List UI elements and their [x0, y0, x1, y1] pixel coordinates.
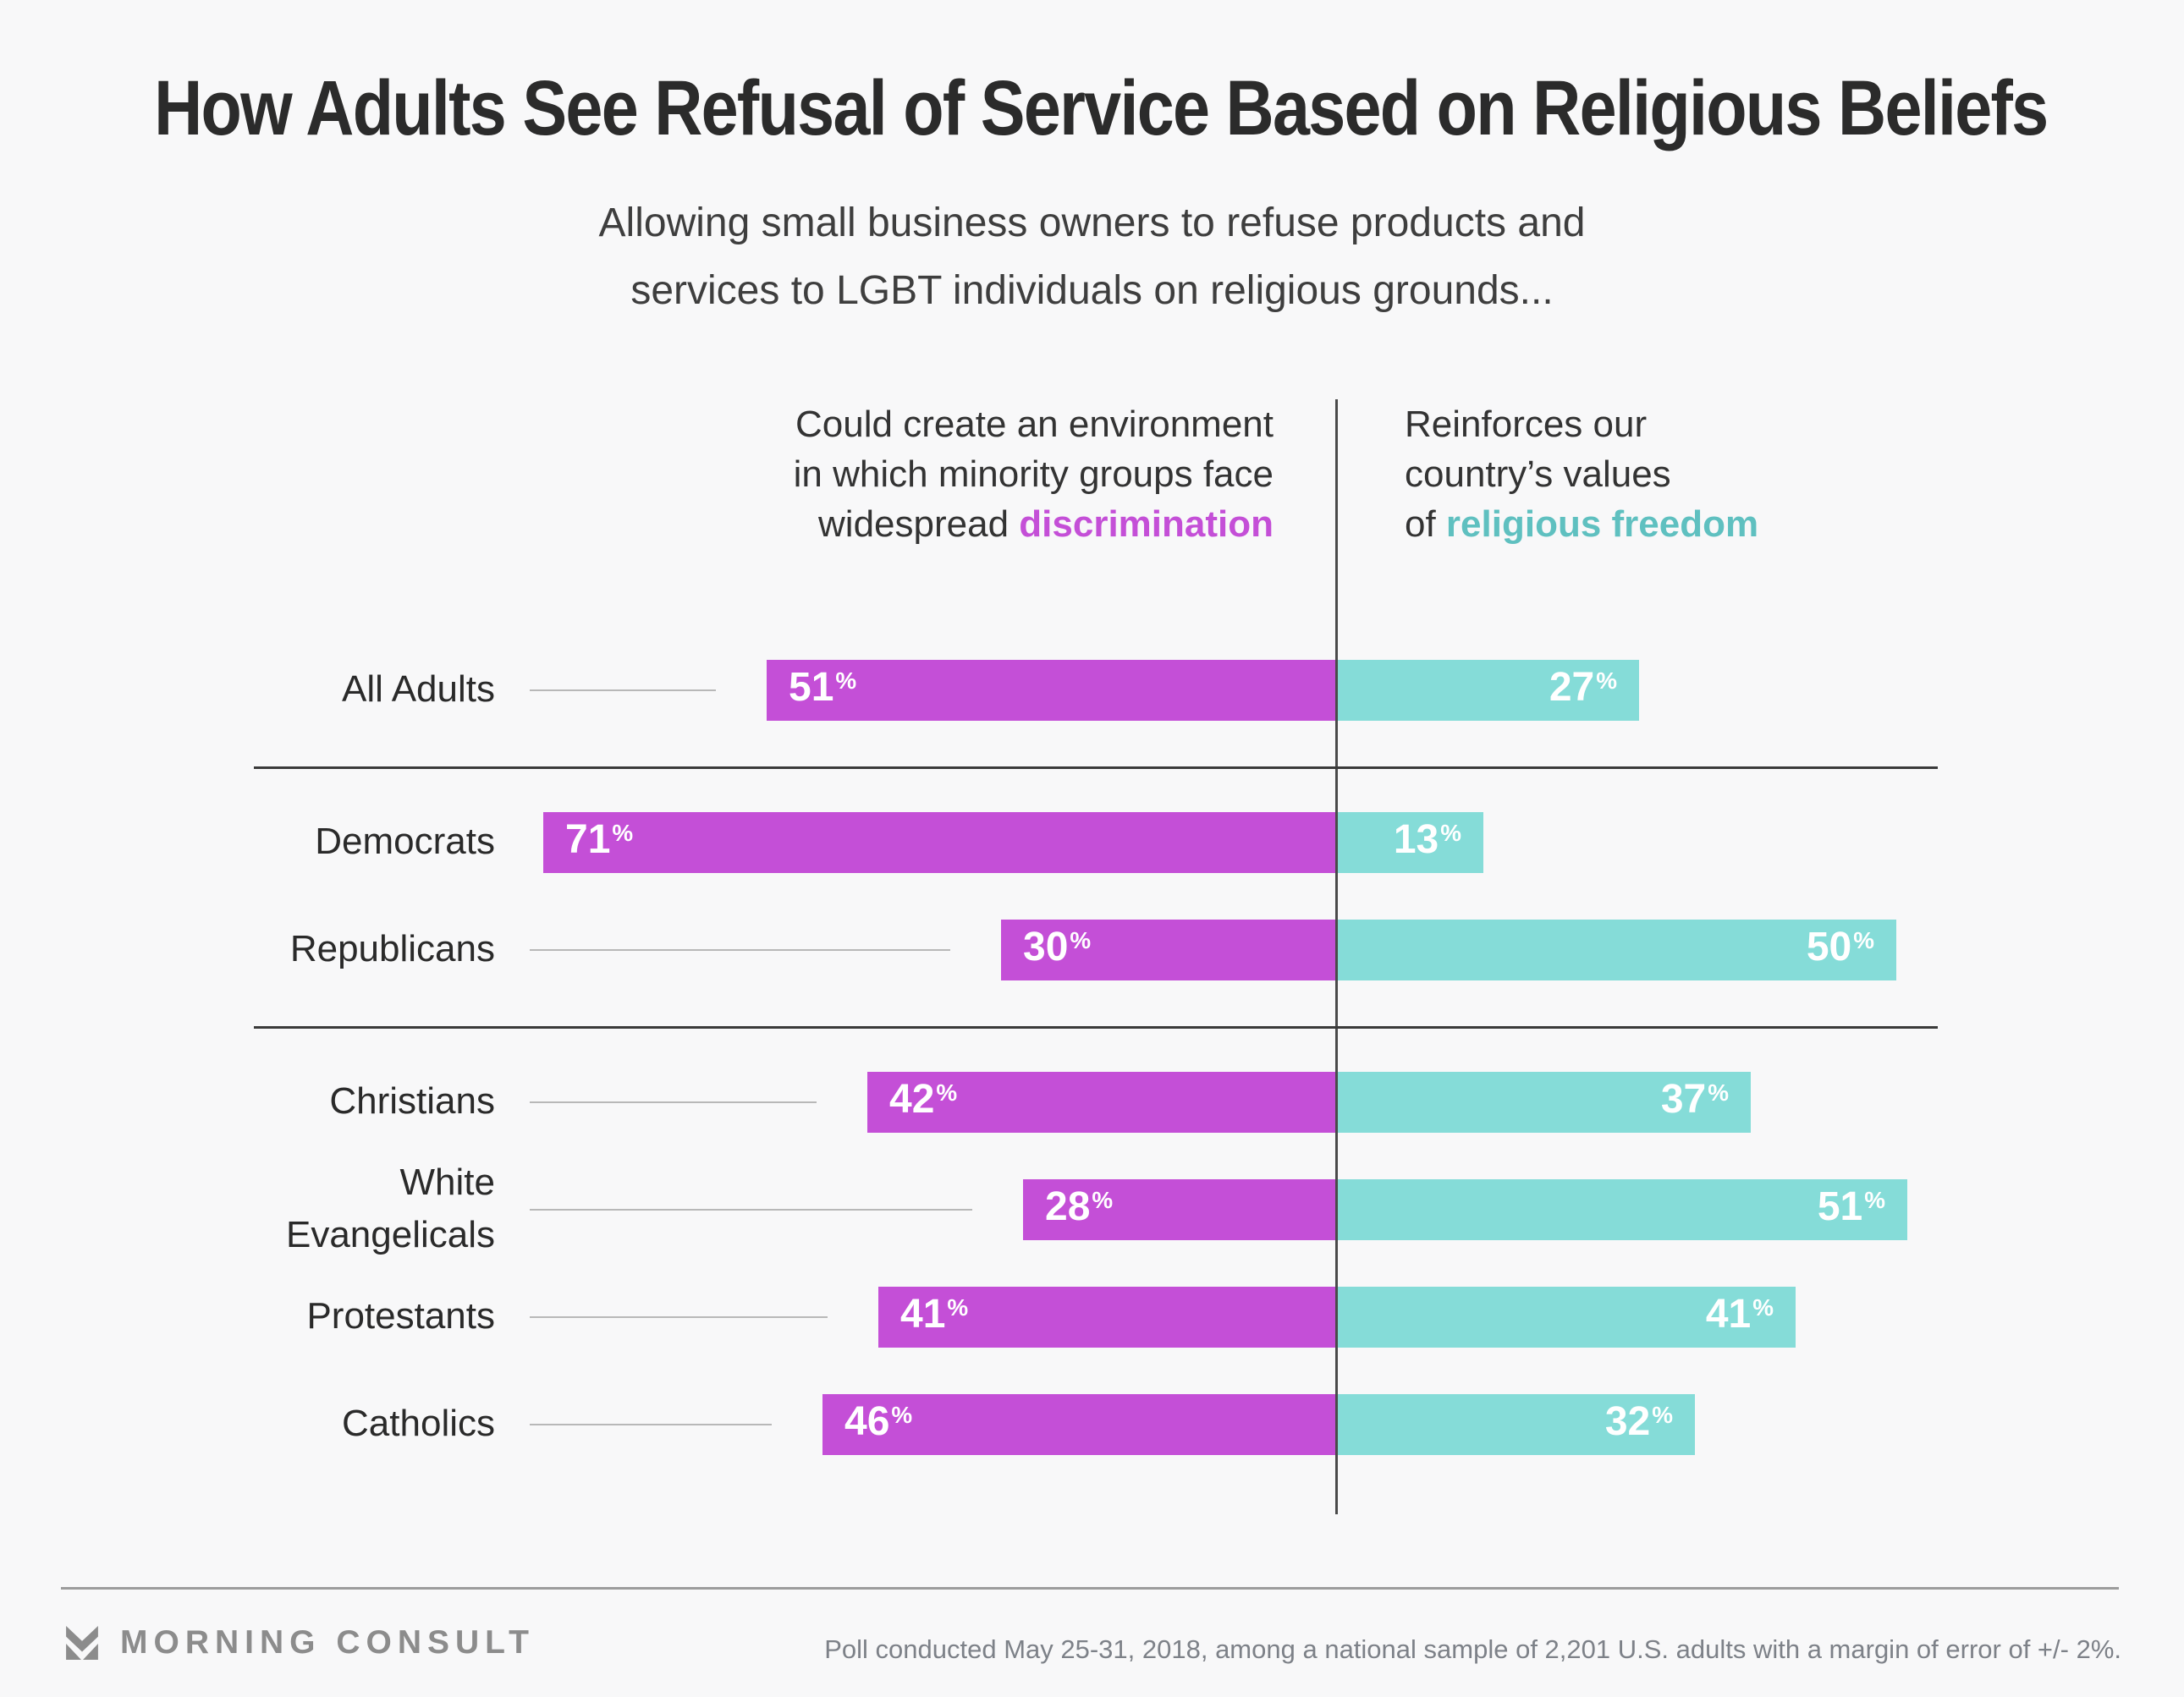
category-label-line: White — [399, 1162, 495, 1203]
bar-value: 13% — [1393, 817, 1461, 862]
bar-value: 71% — [565, 817, 634, 862]
category-label-line: All Adults — [342, 668, 495, 710]
bar-value: 27% — [1549, 665, 1617, 710]
category-label-line: Democrats — [315, 821, 495, 862]
percent-sign: % — [891, 1402, 913, 1429]
percent-sign: % — [1596, 667, 1617, 695]
bar-discrimination: 42% — [867, 1072, 1336, 1133]
bar-discrimination: 51% — [767, 660, 1336, 721]
morning-consult-brand: MORNING CONSULT — [64, 1624, 535, 1661]
page-subtitle: Allowing small business owners to refuse… — [0, 189, 2184, 325]
left-header-line-1: Could create an environment — [795, 404, 1274, 445]
percent-sign: % — [936, 1079, 958, 1107]
right-header-line-3: of religious freedom — [1405, 499, 1758, 549]
left-column-header: Could create an environment in which min… — [794, 399, 1274, 549]
bar-religious-freedom: 32% — [1338, 1394, 1695, 1455]
leader-line — [530, 1101, 817, 1103]
percent-sign: % — [947, 1294, 969, 1321]
religious-freedom-highlight: religious freedom — [1445, 503, 1759, 545]
bar-discrimination: 41% — [878, 1287, 1336, 1348]
category-label-line: Protestants — [306, 1295, 495, 1337]
bar-religious-freedom: 51% — [1338, 1179, 1907, 1240]
category-label: Democrats — [315, 816, 495, 868]
bar-discrimination: 46% — [822, 1394, 1336, 1455]
right-column-header: Reinforces our country’s values of relig… — [1405, 399, 1758, 549]
leader-line — [530, 1424, 772, 1425]
source-note: Poll conducted May 25-31, 2018, among a … — [824, 1634, 2121, 1664]
bar-religious-freedom: 41% — [1338, 1287, 1796, 1348]
percent-sign: % — [1853, 927, 1874, 954]
bar-religious-freedom: 50% — [1338, 920, 1896, 980]
percent-sign: % — [1864, 1187, 1885, 1214]
bar-value: 32% — [1604, 1399, 1673, 1444]
category-label-line: Evangelicals — [285, 1214, 495, 1255]
leader-line — [530, 689, 716, 691]
bar-value: 28% — [1045, 1184, 1114, 1229]
right-header-line-2: country’s values — [1405, 453, 1671, 495]
category-label-line: Christians — [329, 1080, 495, 1122]
percent-sign: % — [1752, 1294, 1774, 1321]
category-label: Catholics — [342, 1398, 495, 1450]
percent-sign: % — [1440, 820, 1461, 847]
bar-religious-freedom: 13% — [1338, 812, 1483, 873]
category-label: All Adults — [342, 663, 495, 716]
bar-value: 42% — [889, 1077, 958, 1122]
category-label-line: Republicans — [289, 928, 495, 969]
category-label: Protestants — [306, 1290, 495, 1343]
bar-discrimination: 71% — [543, 812, 1336, 873]
bar-religious-freedom: 27% — [1338, 660, 1639, 721]
category-label: White Evangelicals — [286, 1156, 495, 1261]
group-divider-line — [254, 1026, 1938, 1029]
bar-value: 41% — [900, 1292, 969, 1337]
bar-value: 41% — [1705, 1292, 1774, 1337]
percent-sign: % — [1092, 1187, 1114, 1214]
subtitle-line-2: services to LGBT individuals on religiou… — [630, 268, 1554, 313]
bar-discrimination: 30% — [1001, 920, 1336, 980]
bar-value: 51% — [1817, 1184, 1885, 1229]
percent-sign: % — [835, 667, 857, 695]
leader-line — [530, 949, 950, 951]
left-header-line-3-prefix: widespread — [818, 503, 1020, 545]
footer-divider — [61, 1587, 2119, 1590]
right-header-line-1: Reinforces our — [1405, 404, 1648, 445]
bar-religious-freedom: 37% — [1338, 1072, 1751, 1133]
title-wrap: How Adults See Refusal of Service Based … — [0, 64, 2184, 153]
bar-value: 30% — [1023, 925, 1092, 969]
subtitle-line-1: Allowing small business owners to refuse… — [598, 200, 1586, 245]
bar-discrimination: 28% — [1023, 1179, 1336, 1240]
left-header-line-3: widespread discrimination — [794, 499, 1274, 549]
bar-value: 50% — [1806, 925, 1874, 969]
percent-sign: % — [612, 820, 634, 847]
leader-line — [530, 1316, 828, 1318]
bar-value: 51% — [789, 665, 857, 710]
bar-value: 37% — [1660, 1077, 1729, 1122]
right-header-line-3-prefix: of — [1405, 503, 1446, 545]
category-label-line: Catholics — [342, 1403, 495, 1444]
percent-sign: % — [1708, 1079, 1729, 1107]
brand-wordmark: MORNING CONSULT — [120, 1624, 535, 1661]
category-label: Christians — [329, 1075, 495, 1128]
percent-sign: % — [1070, 927, 1092, 954]
morning-consult-logo-icon — [66, 1626, 98, 1660]
center-axis-line — [1335, 399, 1338, 1514]
bar-value: 46% — [844, 1399, 913, 1444]
page-title: How Adults See Refusal of Service Based … — [154, 65, 2049, 151]
left-header-line-2: in which minority groups face — [793, 453, 1274, 495]
leader-line — [530, 1209, 972, 1211]
discrimination-highlight: discrimination — [1019, 503, 1274, 545]
group-divider-line — [254, 766, 1938, 769]
category-label: Republicans — [290, 923, 495, 975]
percent-sign: % — [1652, 1402, 1673, 1429]
